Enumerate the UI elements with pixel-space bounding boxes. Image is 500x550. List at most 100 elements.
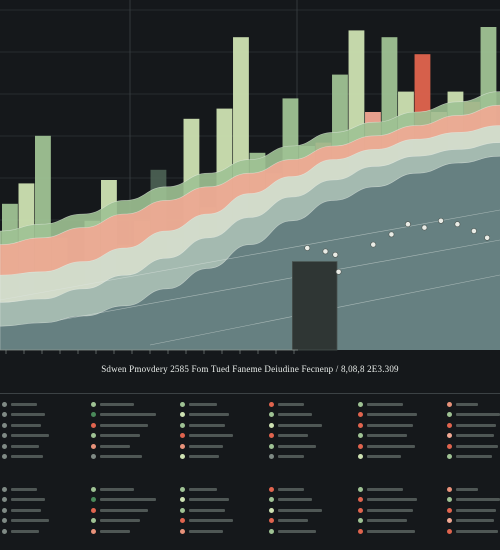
legend-item <box>180 431 260 442</box>
legend-label-blur <box>189 508 225 512</box>
area-band-edge-3 <box>0 142 500 350</box>
scatter-point-3 <box>370 241 377 248</box>
area-band-edge-2 <box>0 125 500 350</box>
scatter-point-5 <box>405 221 411 228</box>
legend-item <box>269 505 349 516</box>
x-axis-ticks <box>0 349 298 354</box>
legend-label-blur <box>367 423 413 427</box>
legend-label-blur <box>11 402 37 406</box>
area-bands <box>0 91 500 350</box>
legend-item <box>91 431 171 442</box>
legend-item <box>447 484 500 495</box>
legend-swatch <box>358 422 363 428</box>
legend-label-blur <box>456 529 498 533</box>
legend-column-4 <box>358 399 438 537</box>
dark-box <box>292 261 338 351</box>
legend-label-blur <box>278 423 322 427</box>
legend-item <box>358 441 438 452</box>
legend-swatch <box>269 401 274 407</box>
legend-item <box>91 441 171 452</box>
legend-item <box>91 399 171 410</box>
scatter-point-7 <box>438 217 444 224</box>
legend-swatch <box>91 497 96 503</box>
legend-label-blur <box>367 508 413 512</box>
legend-swatch <box>269 422 274 428</box>
legend-item <box>269 399 349 410</box>
legend-item <box>269 452 349 463</box>
legend-swatch <box>447 528 452 534</box>
legend-swatch <box>2 507 7 513</box>
legend-swatch <box>269 412 274 418</box>
legend-label-blur <box>189 402 217 406</box>
legend-swatch <box>180 454 185 460</box>
legend-item <box>269 420 349 431</box>
legend-label-blur <box>100 498 156 502</box>
legend-gap <box>358 462 438 484</box>
legend-item <box>269 526 349 537</box>
legend-label-blur <box>278 402 304 406</box>
legend-swatch <box>358 401 363 407</box>
legend-swatch <box>91 443 96 449</box>
legend-item <box>447 431 500 442</box>
legend-swatch <box>180 518 185 524</box>
legend-item <box>269 431 349 442</box>
legend-swatch <box>358 497 363 503</box>
legend-item <box>91 526 171 537</box>
legend-label-blur <box>100 519 140 523</box>
legend-label-blur <box>189 487 217 491</box>
legend-swatch <box>269 497 274 503</box>
legend-label-blur <box>367 519 407 523</box>
legend-label-blur <box>278 413 312 417</box>
legend-item <box>180 484 260 495</box>
legend-label-blur <box>189 498 229 502</box>
legend-label-blur <box>367 413 417 417</box>
legend-swatch <box>358 433 363 439</box>
legend-label-blur <box>367 402 403 406</box>
legend-label-blur <box>456 508 496 512</box>
legend-label-blur <box>456 498 500 502</box>
legend-swatch <box>269 507 274 513</box>
legend-label-blur <box>367 529 415 533</box>
legend-column-0 <box>2 399 82 537</box>
legend-item <box>2 516 82 527</box>
legend-swatch <box>269 443 274 449</box>
trend-line-1 <box>59 239 500 321</box>
legend-label-blur <box>367 487 403 491</box>
legend-label-blur <box>11 498 45 502</box>
legend-label-blur <box>278 487 304 491</box>
legend-swatch <box>180 486 185 492</box>
legend-swatch <box>269 454 274 460</box>
legend-swatch <box>2 443 7 449</box>
area-band-edge-0 <box>0 91 500 350</box>
legend-label-blur <box>456 487 478 491</box>
legend-swatch <box>447 486 452 492</box>
legend-label-blur <box>11 444 39 448</box>
legend-label-blur <box>367 498 417 502</box>
legend-item <box>358 399 438 410</box>
legend-swatch <box>91 486 96 492</box>
legend-label-blur <box>11 519 49 523</box>
legend-label-blur <box>278 455 304 459</box>
legend-item <box>269 410 349 421</box>
legend-swatch <box>447 497 452 503</box>
legend-item <box>447 526 500 537</box>
legend-item <box>358 484 438 495</box>
scatter-point-9 <box>471 228 477 234</box>
legend-item <box>180 505 260 516</box>
legend-swatch <box>91 422 96 428</box>
legend-item <box>2 399 82 410</box>
legend-divider <box>0 393 500 394</box>
legend-label-blur <box>100 487 134 491</box>
legend-label-blur <box>189 455 219 459</box>
legend-swatch <box>358 412 363 418</box>
legend-swatch <box>2 486 7 492</box>
legend-label-blur <box>11 508 41 512</box>
legend-swatch <box>91 518 96 524</box>
legend-item <box>2 452 82 463</box>
legend-swatch <box>447 454 452 460</box>
legend-swatch <box>447 433 452 439</box>
legend-label-blur <box>189 423 225 427</box>
legend-swatch <box>2 401 7 407</box>
legend-item <box>358 505 438 516</box>
legend-column-5 <box>447 399 500 537</box>
